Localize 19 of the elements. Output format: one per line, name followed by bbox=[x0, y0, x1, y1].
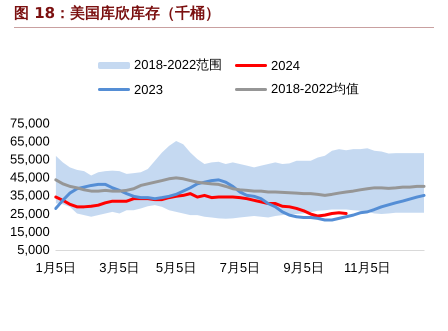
y-tick-label: 5,000 bbox=[17, 242, 50, 257]
y-tick-label: 65,000 bbox=[10, 133, 50, 148]
legend-label: 2024 bbox=[271, 58, 300, 72]
x-tick-label: 7月5日 bbox=[220, 260, 260, 275]
chart-title: 图 18：美国库欣库存（千桶） bbox=[14, 4, 434, 28]
y-tick-label: 15,000 bbox=[10, 224, 50, 239]
x-tick-label: 9月5日 bbox=[283, 260, 324, 275]
y-tick-label: 45,000 bbox=[10, 170, 50, 185]
x-tick-label: 5月5日 bbox=[156, 260, 196, 275]
y-tick-label: 25,000 bbox=[10, 206, 50, 221]
y-tick-label: 75,000 bbox=[10, 115, 50, 130]
text: 2018-2022范围 bbox=[134, 56, 222, 74]
x-tick-label: 11月5日 bbox=[344, 260, 391, 275]
x-tick-label: 3月5日 bbox=[99, 260, 140, 275]
legend-label: 2023 bbox=[134, 82, 163, 96]
legend-label: 2018-2022均值 bbox=[271, 80, 360, 98]
y-tick-label: 35,000 bbox=[10, 188, 50, 203]
y-tick-label: 55,000 bbox=[10, 152, 50, 167]
x-tick-label: 1月5日 bbox=[36, 260, 76, 275]
